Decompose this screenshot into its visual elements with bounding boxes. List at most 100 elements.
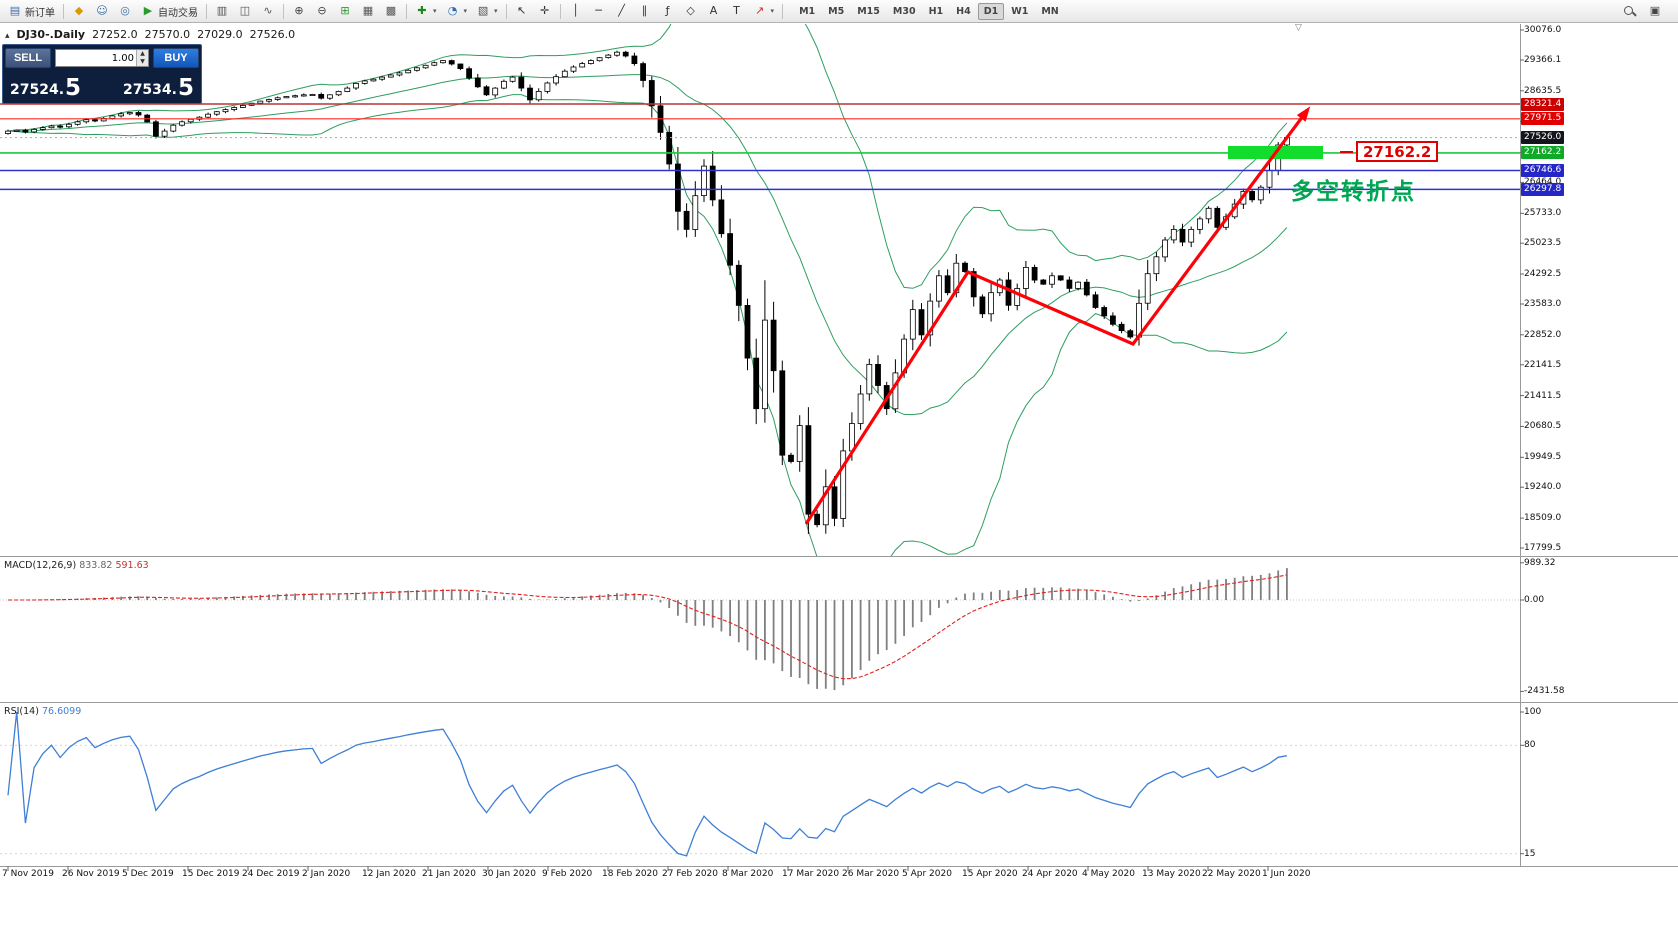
toolbar-separator: [559, 3, 561, 19]
auto-arrange-button[interactable]: ▦: [357, 2, 379, 21]
autotrading-button[interactable]: ▶ 自动交易: [137, 2, 202, 21]
price-axis-label: 28635.5: [1524, 85, 1562, 96]
sell-button[interactable]: SELL: [5, 48, 51, 68]
indicators-button[interactable]: ✚ ▾: [411, 2, 441, 21]
crosshair-button[interactable]: ✛: [534, 2, 556, 21]
zoom-out-button[interactable]: ⊖: [311, 2, 333, 21]
search-icon: [1623, 5, 1636, 18]
price-axis-label: 26464.0: [1524, 177, 1561, 187]
callout-price-label: 27162.2: [1356, 141, 1439, 162]
horizontal-line-button[interactable]: ─: [588, 2, 610, 21]
periods-icon: ◔: [447, 4, 458, 17]
timeframe-mn[interactable]: MN: [1041, 5, 1059, 17]
price-level-tag: 26297.8: [1521, 182, 1565, 196]
zoom-in-button[interactable]: ⊕: [288, 2, 310, 21]
line-chart-button[interactable]: ∿: [257, 2, 279, 21]
chart-shift-marker[interactable]: [1295, 23, 1302, 33]
text-icon: A: [709, 4, 718, 17]
tile-windows-button[interactable]: ⊞: [334, 2, 356, 21]
volume-input[interactable]: [56, 52, 136, 64]
volume-down-icon[interactable]: ▼: [137, 58, 148, 66]
price-axis-label: 30076.0: [1524, 25, 1562, 35]
candlestick-icon: ◫: [239, 4, 251, 17]
strategy-tester-button[interactable]: ◎: [114, 2, 136, 21]
label-button[interactable]: T: [726, 2, 748, 21]
macd-axis-label: -2431.58: [1524, 686, 1565, 697]
price-axis-label: 22141.5: [1524, 359, 1562, 370]
shapes-icon: ◇: [686, 4, 695, 17]
buy-price-display: 27534. 5: [122, 75, 194, 101]
autotrading-icon: ▶: [143, 4, 153, 17]
trendline-button[interactable]: ╱: [611, 2, 633, 21]
timeframe-w1[interactable]: W1: [1011, 5, 1029, 17]
timeframe-d1[interactable]: D1: [977, 2, 1005, 20]
time-axis-label: 27 Feb 2020: [662, 869, 719, 879]
macd-indicator-label: MACD(12,26,9) 833.82 591.63: [4, 560, 149, 571]
fibonacci-button[interactable]: ƒ: [657, 2, 679, 21]
price-axis-label: 24292.5: [1524, 269, 1562, 280]
toolbar-separator: [283, 3, 284, 19]
timeframe-m5[interactable]: M5: [828, 5, 845, 17]
time-axis-label: 17 Mar 2020: [782, 869, 840, 879]
periods-button[interactable]: ◔ ▾: [442, 2, 472, 21]
timeframe-m15[interactable]: M15: [857, 5, 880, 17]
search-button[interactable]: [1619, 2, 1640, 21]
chevron-down-icon: ▾: [770, 7, 775, 15]
line-chart-icon: ∿: [263, 4, 273, 17]
new-window-button[interactable]: ▣: [1644, 2, 1666, 21]
label-icon: T: [733, 4, 740, 17]
timeframe-m1[interactable]: M1: [799, 5, 816, 17]
window-icon: ▣: [1649, 4, 1661, 17]
time-axis-label: 8 Mar 2020: [722, 869, 774, 879]
symbol-title: DJ30-.Daily: [16, 28, 86, 41]
trendline-icon: ╱: [618, 4, 625, 17]
price-axis-label: 18509.0: [1524, 513, 1562, 524]
rsi-axis-label: 100: [1524, 707, 1542, 717]
templates-button[interactable]: ▧ ▾: [472, 2, 502, 21]
cursor-button[interactable]: ↖: [511, 2, 533, 21]
price-callout[interactable]: 27162.2: [1340, 141, 1439, 162]
time-axis-label: 24 Apr 2020: [1022, 869, 1078, 879]
channel-button[interactable]: ∥: [634, 2, 656, 21]
candlestick-chart-button[interactable]: ◫: [234, 2, 256, 21]
new-order-button[interactable]: ▤ 新订单: [4, 2, 59, 21]
toolbar-separator: [63, 3, 64, 19]
shapes-button[interactable]: ◇: [680, 2, 702, 21]
buy-button[interactable]: BUY: [153, 48, 199, 68]
volume-up-icon[interactable]: ▲: [137, 50, 148, 58]
vertical-line-button[interactable]: │: [565, 2, 587, 21]
time-axis-label: 15 Dec 2019: [182, 869, 240, 879]
time-axis-label: 7 Nov 2019: [2, 869, 54, 879]
text-button[interactable]: A: [703, 2, 725, 21]
grid-button[interactable]: ▩: [380, 2, 402, 21]
timeframe-m30[interactable]: M30: [892, 5, 916, 17]
arrows-button[interactable]: ↗ ▾: [749, 2, 779, 21]
chevron-down-icon: ▾: [494, 7, 498, 15]
volume-stepper[interactable]: ▲ ▼: [55, 49, 149, 67]
time-axis-label: 22 May 2020: [1202, 869, 1261, 879]
price-level-tag: 26746.6: [1521, 163, 1565, 177]
channel-icon: ∥: [641, 4, 648, 17]
timeframe-h4[interactable]: H4: [956, 5, 971, 17]
timeframe-h1[interactable]: H1: [928, 5, 944, 17]
chevron-down-icon: ▾: [463, 7, 468, 15]
new-chart-button[interactable]: ◆: [68, 2, 90, 21]
grid-icon: ▩: [385, 4, 397, 17]
profiles-button[interactable]: ☺: [91, 2, 113, 21]
bar-chart-button[interactable]: ▥: [211, 2, 233, 21]
bar-chart-icon: ▥: [216, 4, 228, 17]
tester-icon: ◎: [120, 4, 130, 17]
timeframe-toolbar: M1 M5 M15 M30 H1 H4 D1 W1 MN: [793, 2, 1065, 20]
price-axis-label: 19949.5: [1524, 452, 1562, 463]
ohlc-low: 27029.0: [197, 28, 243, 41]
time-axis-label: 26 Mar 2020: [842, 869, 900, 879]
price-axis-label: 19240.0: [1524, 482, 1562, 493]
time-axis-label: 13 May 2020: [1142, 869, 1201, 879]
price-axis-label: 23583.0: [1524, 298, 1562, 309]
collapse-panel-icon[interactable]: [5, 28, 10, 41]
price-axis-label: 17799.5: [1524, 543, 1562, 553]
toolbar-buttons: ▤ 新订单 ◆ ☺ ◎ ▶ 自动交易 ▥ ◫ ∿ ⊕ ⊖ ⊞ ▦ ▩ ✚ ▾ ◔ ▾ ▧ ▾ ↖ ✛ │ ─ ╱ ∥ ƒ ◇ A T ↗ ▾: [4, 2, 786, 21]
chart-annotations[interactable]: [804, 106, 1323, 525]
symbol-ohlc-header: DJ30-.Daily 27252.0 27570.0 27029.0 2752…: [5, 28, 296, 41]
